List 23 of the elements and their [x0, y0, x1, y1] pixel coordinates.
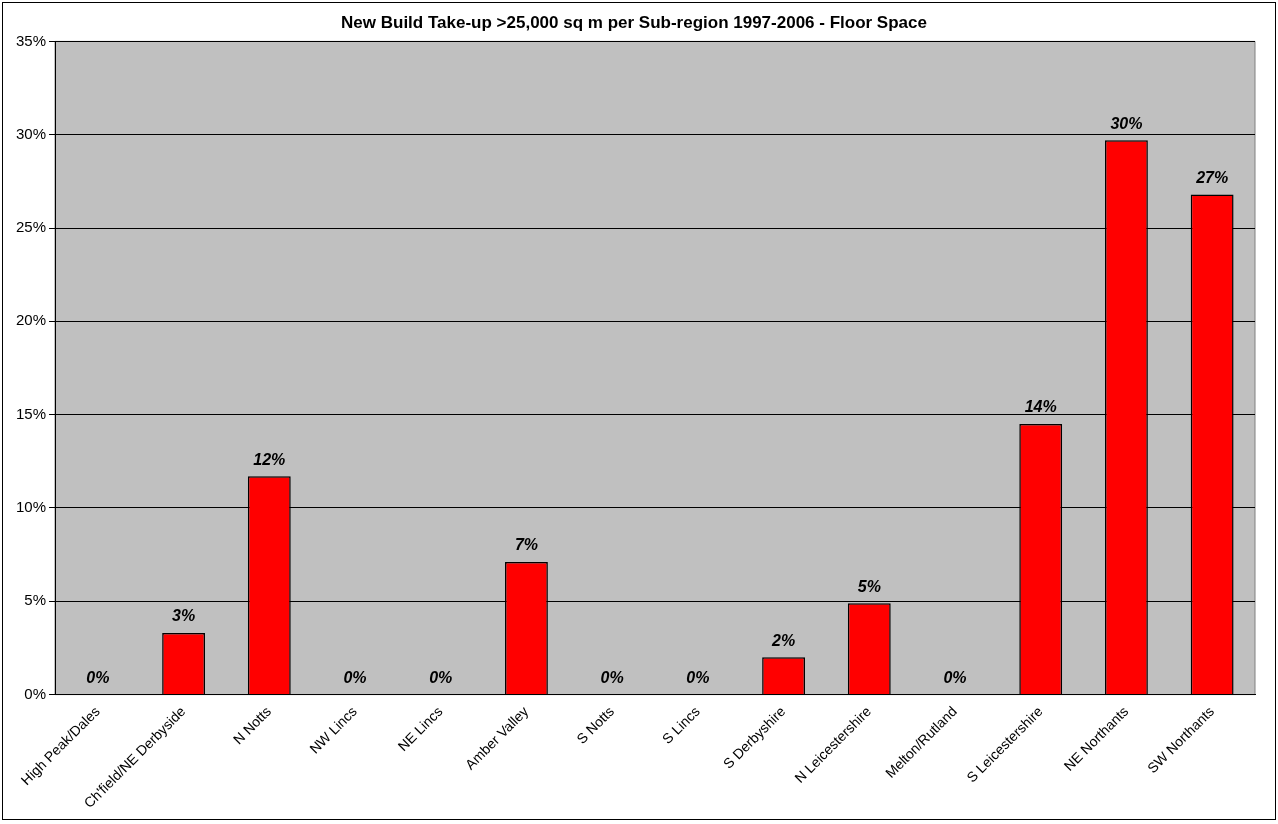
- data-label: 30%: [1110, 114, 1143, 132]
- y-tick-label: 35%: [15, 31, 47, 49]
- y-tick-label: 25%: [15, 218, 47, 236]
- data-label: 27%: [1195, 168, 1229, 186]
- data-label: 0%: [600, 669, 624, 686]
- data-label: 0%: [943, 669, 967, 686]
- y-tick-label: 5%: [24, 591, 47, 609]
- data-label: 7%: [514, 536, 538, 554]
- y-tick-label: 0%: [24, 684, 47, 702]
- chart-title: New Build Take-up >25,000 sq m per Sub-region 1997-2006 - Floor Space: [341, 12, 927, 32]
- data-label: 0%: [343, 669, 367, 686]
- data-label: 2%: [771, 631, 796, 649]
- data-label: 0%: [429, 669, 453, 686]
- data-label: 0%: [86, 669, 110, 686]
- y-tick-label: 30%: [15, 124, 47, 142]
- data-label: 0%: [686, 669, 710, 686]
- data-label: 12%: [253, 450, 286, 468]
- y-tick-label: 15%: [15, 404, 47, 422]
- data-label: 3%: [172, 607, 196, 625]
- y-tick-label: 20%: [15, 311, 47, 329]
- data-label: 14%: [1024, 398, 1057, 416]
- data-label: 5%: [857, 577, 881, 595]
- y-tick-label: 10%: [15, 498, 47, 516]
